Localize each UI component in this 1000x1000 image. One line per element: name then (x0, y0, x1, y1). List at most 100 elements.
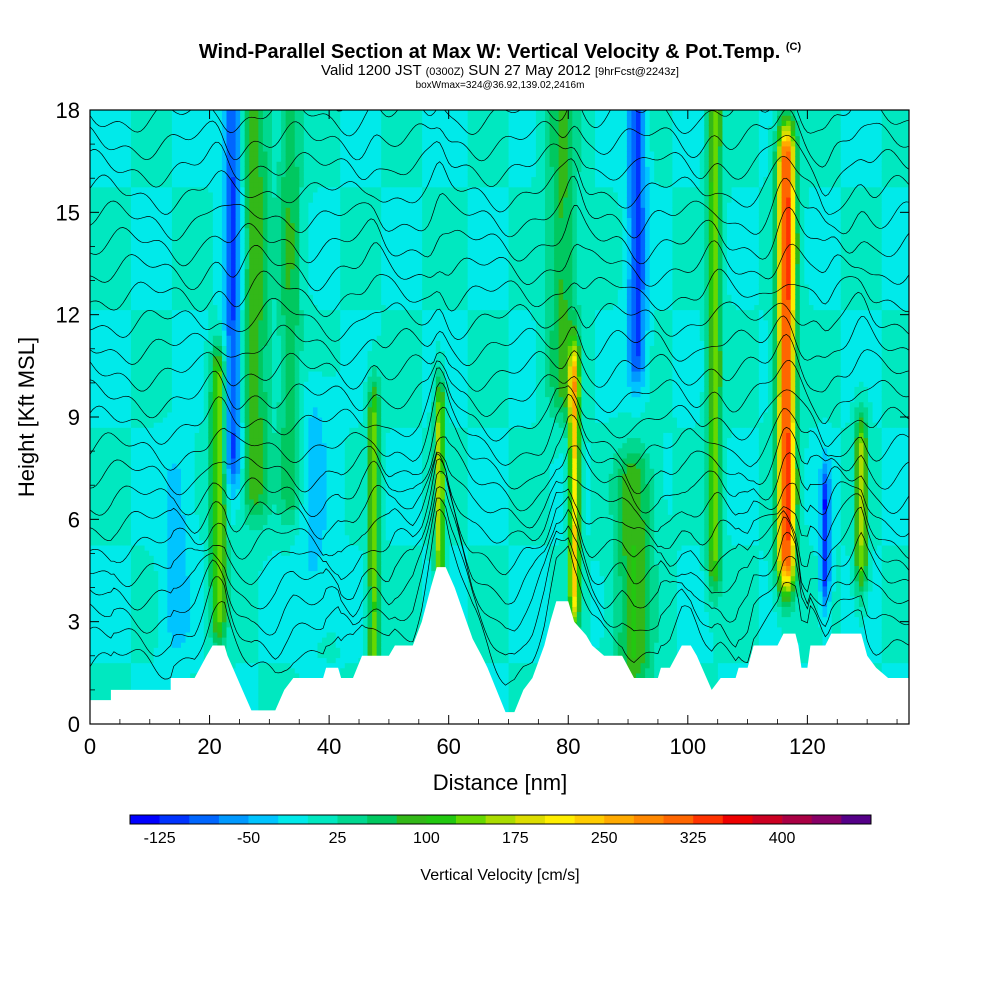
velocity-cell (126, 632, 131, 638)
velocity-cell (199, 565, 204, 571)
velocity-cell (122, 683, 127, 689)
velocity-cell (172, 228, 177, 234)
velocity-cell (186, 125, 191, 131)
velocity-cell (163, 171, 168, 177)
velocity-cell (231, 489, 236, 495)
velocity-cell (267, 448, 272, 454)
velocity-cell (195, 468, 200, 474)
velocity-cell (231, 284, 236, 290)
velocity-cell (122, 601, 127, 607)
velocity-cell (99, 130, 104, 136)
velocity-cell (149, 402, 154, 408)
velocity-cell (181, 571, 186, 577)
velocity-cell (181, 197, 186, 203)
velocity-cell (240, 576, 245, 582)
velocity-cell (222, 284, 227, 290)
velocity-cell (122, 177, 127, 183)
velocity-cell (149, 560, 154, 566)
velocity-cell (204, 345, 209, 351)
velocity-cell (231, 422, 236, 428)
velocity-cell (126, 422, 131, 428)
velocity-cell (140, 320, 145, 326)
velocity-cell (158, 473, 163, 479)
velocity-cell (136, 110, 141, 116)
velocity-cell (186, 611, 191, 617)
velocity-cell (99, 647, 104, 653)
velocity-cell (172, 437, 177, 443)
velocity-cell (145, 233, 150, 239)
velocity-cell (108, 197, 113, 203)
velocity-cell (126, 560, 131, 566)
velocity-cell (267, 652, 272, 658)
velocity-cell (231, 279, 236, 285)
velocity-cell (154, 320, 159, 326)
velocity-cell (199, 596, 204, 602)
velocity-cell (95, 417, 100, 423)
velocity-cell (240, 356, 245, 362)
velocity-cell (240, 366, 245, 372)
velocity-cell (213, 192, 218, 198)
velocity-cell (236, 248, 241, 254)
velocity-cell (95, 637, 100, 643)
velocity-cell (176, 115, 181, 121)
velocity-cell (99, 202, 104, 208)
velocity-cell (267, 591, 272, 597)
velocity-cell (258, 678, 263, 684)
velocity-cell (113, 617, 118, 623)
velocity-cell (272, 136, 277, 142)
velocity-cell (136, 289, 141, 295)
velocity-cell (208, 453, 213, 459)
velocity-cell (145, 571, 150, 577)
velocity-cell (167, 448, 172, 454)
velocity-cell (149, 668, 154, 674)
velocity-cell (167, 279, 172, 285)
velocity-cell (240, 187, 245, 193)
velocity-cell (254, 698, 259, 704)
velocity-cell (117, 519, 122, 525)
velocity-cell (136, 376, 141, 382)
velocity-cell (249, 468, 254, 474)
velocity-cell (204, 366, 209, 372)
velocity-cell (145, 146, 150, 152)
velocity-cell (213, 217, 218, 223)
velocity-cell (217, 524, 222, 530)
velocity-cell (208, 422, 213, 428)
velocity-cell (158, 279, 163, 285)
velocity-cell (267, 437, 272, 443)
velocity-cell (154, 207, 159, 213)
velocity-cell (204, 371, 209, 377)
velocity-cell (245, 606, 250, 612)
velocity-cell (186, 166, 191, 172)
velocity-cell (149, 279, 154, 285)
velocity-cell (140, 586, 145, 592)
velocity-cell (113, 468, 118, 474)
velocity-cell (245, 315, 250, 321)
velocity-cell (99, 120, 104, 126)
velocity-cell (277, 673, 282, 679)
velocity-cell (95, 468, 100, 474)
velocity-cell (158, 642, 163, 648)
velocity-cell (113, 637, 118, 643)
velocity-cell (145, 673, 150, 679)
velocity-cell (145, 243, 150, 249)
velocity-cell (104, 320, 109, 326)
velocity-cell (267, 422, 272, 428)
velocity-cell (204, 171, 209, 177)
velocity-cell (258, 448, 263, 454)
velocity-cell (126, 596, 131, 602)
velocity-cell (236, 192, 241, 198)
velocity-cell (145, 391, 150, 397)
velocity-cell (176, 207, 181, 213)
velocity-cell (104, 192, 109, 198)
velocity-cell (154, 177, 159, 183)
velocity-cell (140, 524, 145, 530)
velocity-cell (245, 468, 250, 474)
velocity-cell (227, 432, 232, 438)
velocity-cell (149, 617, 154, 623)
velocity-cell (258, 238, 263, 244)
velocity-cell (99, 468, 104, 474)
velocity-cell (104, 443, 109, 449)
velocity-cell (90, 356, 95, 362)
velocity-cell (249, 315, 254, 321)
velocity-cell (136, 156, 141, 162)
